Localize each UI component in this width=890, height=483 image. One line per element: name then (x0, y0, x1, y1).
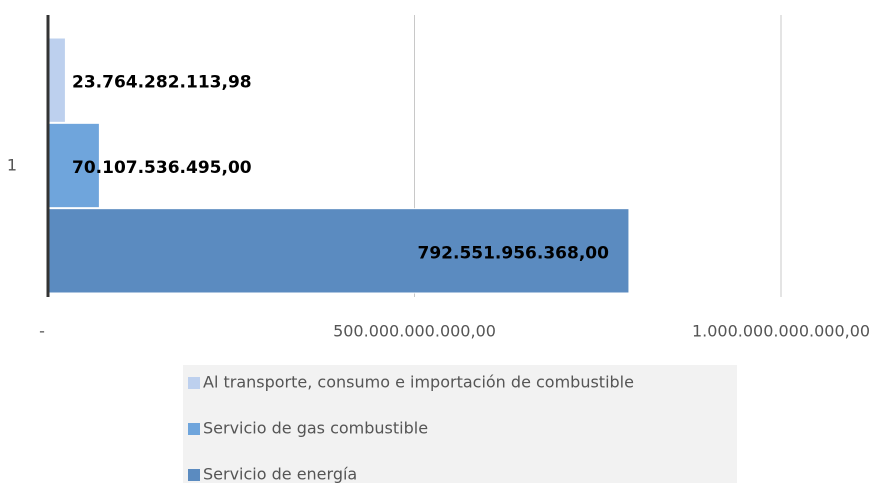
legend-swatch (188, 377, 200, 389)
legend-label: Al transporte, consumo e importación de … (203, 373, 634, 392)
legend-swatch (188, 423, 200, 435)
legend-box (183, 365, 737, 483)
data-label: 23.764.282.113,98 (72, 73, 252, 93)
data-label: 70.107.536.495,00 (72, 158, 252, 178)
x-tick-label: 1.000.000.000.000,00 (692, 322, 870, 341)
data-label: 792.551.956.368,00 (418, 243, 610, 263)
x-tick-label: - (39, 322, 45, 341)
y-tick-label: 1 (7, 156, 17, 175)
bar (47, 37, 66, 123)
legend-label: Servicio de gas combustible (203, 419, 428, 438)
x-tick-label: 500.000.000.000,00 (333, 322, 496, 341)
legend-swatch (188, 469, 200, 481)
bar (47, 122, 100, 209)
legend-label: Servicio de energía (203, 465, 357, 483)
